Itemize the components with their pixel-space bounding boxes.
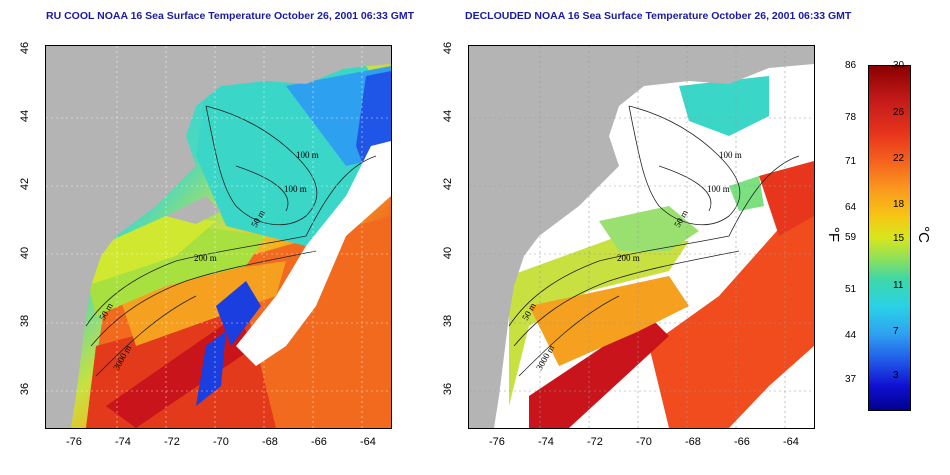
colorbar-f-tick: 37 — [845, 374, 857, 385]
contour-label: 100 m — [719, 150, 742, 160]
colorbar-c-tick: 30 — [893, 60, 905, 71]
left-map-title: RU COOL NOAA 16 Sea Surface Temperature … — [46, 10, 415, 22]
colorbar-f-tick: 71 — [845, 156, 857, 167]
sst-map-raw: 100 m 100 m 50 m 200 m 50 m 3000 m — [45, 45, 392, 429]
lon-tick: -72 — [164, 436, 180, 448]
contour-label: 100 m — [707, 184, 730, 194]
sst-map-declouded: 100 m 100 m 50 m 200 m 50 m 3000 m — [468, 45, 815, 429]
colorbar-f-tick: 51 — [845, 284, 857, 295]
lon-tick: -72 — [587, 436, 603, 448]
lat-tick: 36 — [19, 382, 31, 396]
lon-tick: -74 — [538, 436, 554, 448]
colorbar-c-tick: 11 — [893, 280, 904, 291]
colorbar-f-tick: 44 — [845, 330, 857, 341]
colorbar-f-tick: 64 — [845, 202, 857, 213]
lat-tick: 40 — [442, 246, 454, 260]
contour-label: 100 m — [296, 150, 319, 160]
contour-label: 200 m — [617, 253, 640, 263]
lat-tick: 38 — [19, 314, 31, 328]
temperature-colorbar — [868, 65, 911, 411]
colorbar-f-tick: 78 — [845, 112, 857, 123]
colorbar-c-tick: 22 — [893, 153, 905, 164]
lon-tick: -74 — [115, 436, 131, 448]
fahrenheit-unit-label: °F — [825, 226, 843, 243]
celsius-unit-label: °C — [914, 226, 932, 243]
sst-map-declouded-image: 100 m 100 m 50 m 200 m 50 m 3000 m — [469, 46, 814, 428]
contour-label: 200 m — [194, 253, 217, 263]
lat-tick: 36 — [442, 382, 454, 396]
colorbar-c-tick: 18 — [893, 199, 905, 210]
lon-tick: -66 — [734, 436, 750, 448]
lon-tick: -66 — [311, 436, 327, 448]
lat-tick: 44 — [442, 109, 454, 123]
colorbar-c-tick: 7 — [893, 326, 899, 337]
right-map-title: DECLOUDED NOAA 16 Sea Surface Temperatur… — [465, 10, 852, 22]
lat-tick: 46 — [442, 41, 454, 55]
sst-map-raw-image: 100 m 100 m 50 m 200 m 50 m 3000 m — [46, 46, 391, 428]
colorbar-c-tick: 15 — [893, 233, 905, 244]
lon-tick: -76 — [489, 436, 505, 448]
colorbar-c-tick: 26 — [893, 107, 905, 118]
lat-tick: 42 — [442, 177, 454, 191]
lat-tick: 42 — [19, 177, 31, 191]
lat-tick: 38 — [442, 314, 454, 328]
lon-tick: -70 — [213, 436, 229, 448]
lon-tick: -64 — [360, 436, 376, 448]
lon-tick: -76 — [66, 436, 82, 448]
lat-tick: 46 — [19, 41, 31, 55]
contour-label: 100 m — [284, 184, 307, 194]
lat-tick: 40 — [19, 246, 31, 260]
colorbar-f-tick: 59 — [845, 232, 857, 243]
colorbar-c-tick: 3 — [893, 370, 899, 381]
colorbar-f-tick: 86 — [845, 60, 857, 71]
lon-tick: -68 — [685, 436, 701, 448]
lon-tick: -68 — [262, 436, 278, 448]
lat-tick: 44 — [19, 109, 31, 123]
lon-tick: -64 — [783, 436, 799, 448]
lon-tick: -70 — [636, 436, 652, 448]
